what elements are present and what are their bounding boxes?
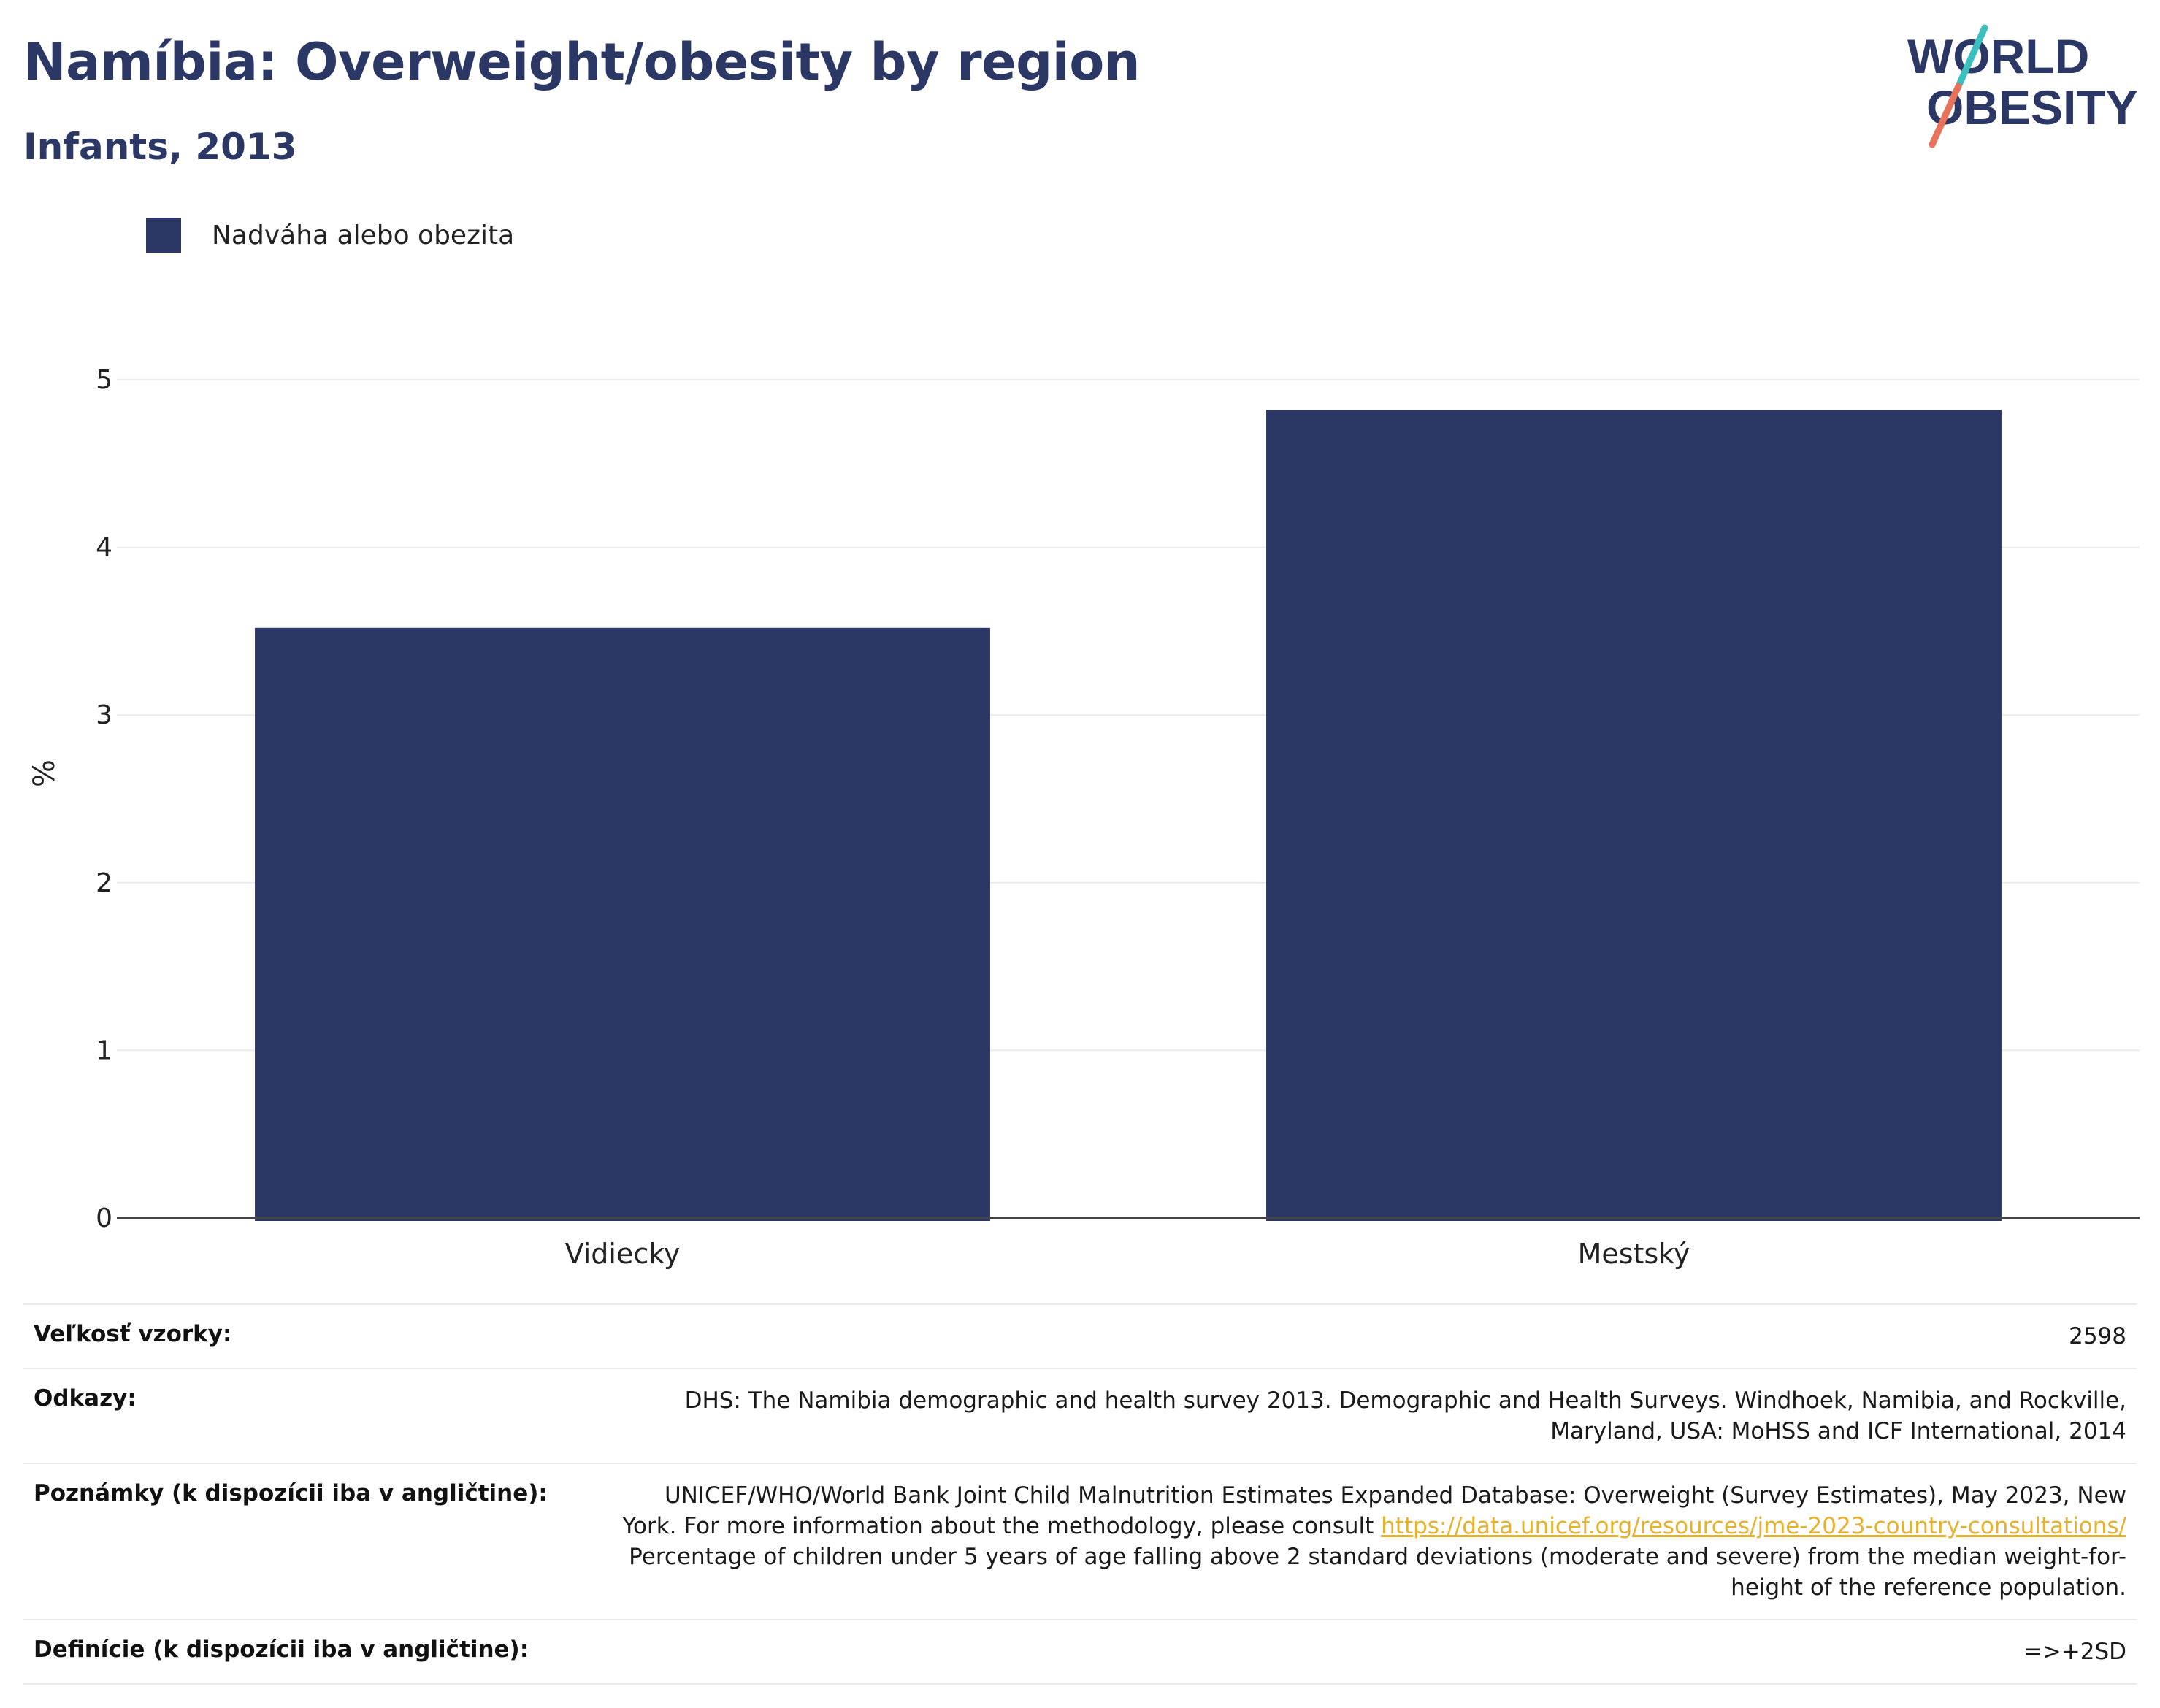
notes-text-before: UNICEF/WHO/World Bank Joint Child Malnut… — [622, 1482, 2126, 1539]
logo-line2: OBESITY — [1926, 80, 2138, 134]
info-row-notes: Poznámky (k dispozícii iba v angličtine)… — [23, 1463, 2137, 1619]
y-tick-label: 4 — [96, 533, 112, 563]
chart-title: Namíbia: Overweight/obesity by region — [23, 32, 1141, 92]
x-tick-label: Vidiecky — [565, 1238, 681, 1270]
info-value: 2598 — [2069, 1323, 2126, 1349]
info-key: Odkazy: — [34, 1385, 137, 1412]
legend-label: Nadváha alebo obezita — [212, 220, 515, 250]
bar-mestský — [1266, 410, 2002, 1221]
info-value: =>+2SD — [2023, 1639, 2126, 1665]
y-tick-label: 2 — [96, 868, 112, 898]
chart-subtitle: Infants, 2013 — [23, 126, 297, 168]
legend: Nadváha alebo obezita — [146, 218, 514, 253]
logo-line1: WORLD — [1907, 29, 2089, 83]
bar-vidiecky — [255, 627, 990, 1221]
y-tick-label: 3 — [96, 700, 112, 730]
world-obesity-logo: WORLD OBESITY — [1907, 24, 2138, 148]
info-row-sample-size: Veľkosť vzorky: 2598 — [23, 1303, 2137, 1368]
logo-slash-top — [1955, 24, 1988, 90]
y-tick-label: 5 — [96, 365, 112, 395]
info-value: UNICEF/WHO/World Bank Joint Child Malnut… — [608, 1480, 2126, 1603]
info-row-definitions: Definície (k dispozícii iba v angličtine… — [23, 1619, 2137, 1685]
info-key: Definície (k dispozícii iba v angličtine… — [34, 1636, 529, 1663]
logo-slash-bottom — [1929, 83, 1962, 148]
notes-text-after: Percentage of children under 5 years of … — [629, 1544, 2126, 1601]
info-row-references: Odkazy: DHS: The Namibia demographic and… — [23, 1368, 2137, 1463]
legend-swatch — [146, 218, 181, 253]
x-tick-label: Mestský — [1578, 1238, 1690, 1270]
methodology-link[interactable]: https://data.unicef.org/resources/jme-20… — [1381, 1513, 2126, 1539]
y-tick-label: 0 — [96, 1203, 112, 1233]
y-tick-label: 1 — [96, 1035, 112, 1065]
info-value: DHS: The Namibia demographic and health … — [684, 1387, 2126, 1444]
info-key: Veľkosť vzorky: — [34, 1321, 232, 1347]
bar-chart: 0 1 2 3 4 5 Vidiecky Mestský — [96, 365, 2140, 1270]
info-key: Poznámky (k dispozícii iba v angličtine)… — [34, 1480, 548, 1506]
info-table: Veľkosť vzorky: 2598 Odkazy: DHS: The Na… — [23, 1303, 2137, 1685]
